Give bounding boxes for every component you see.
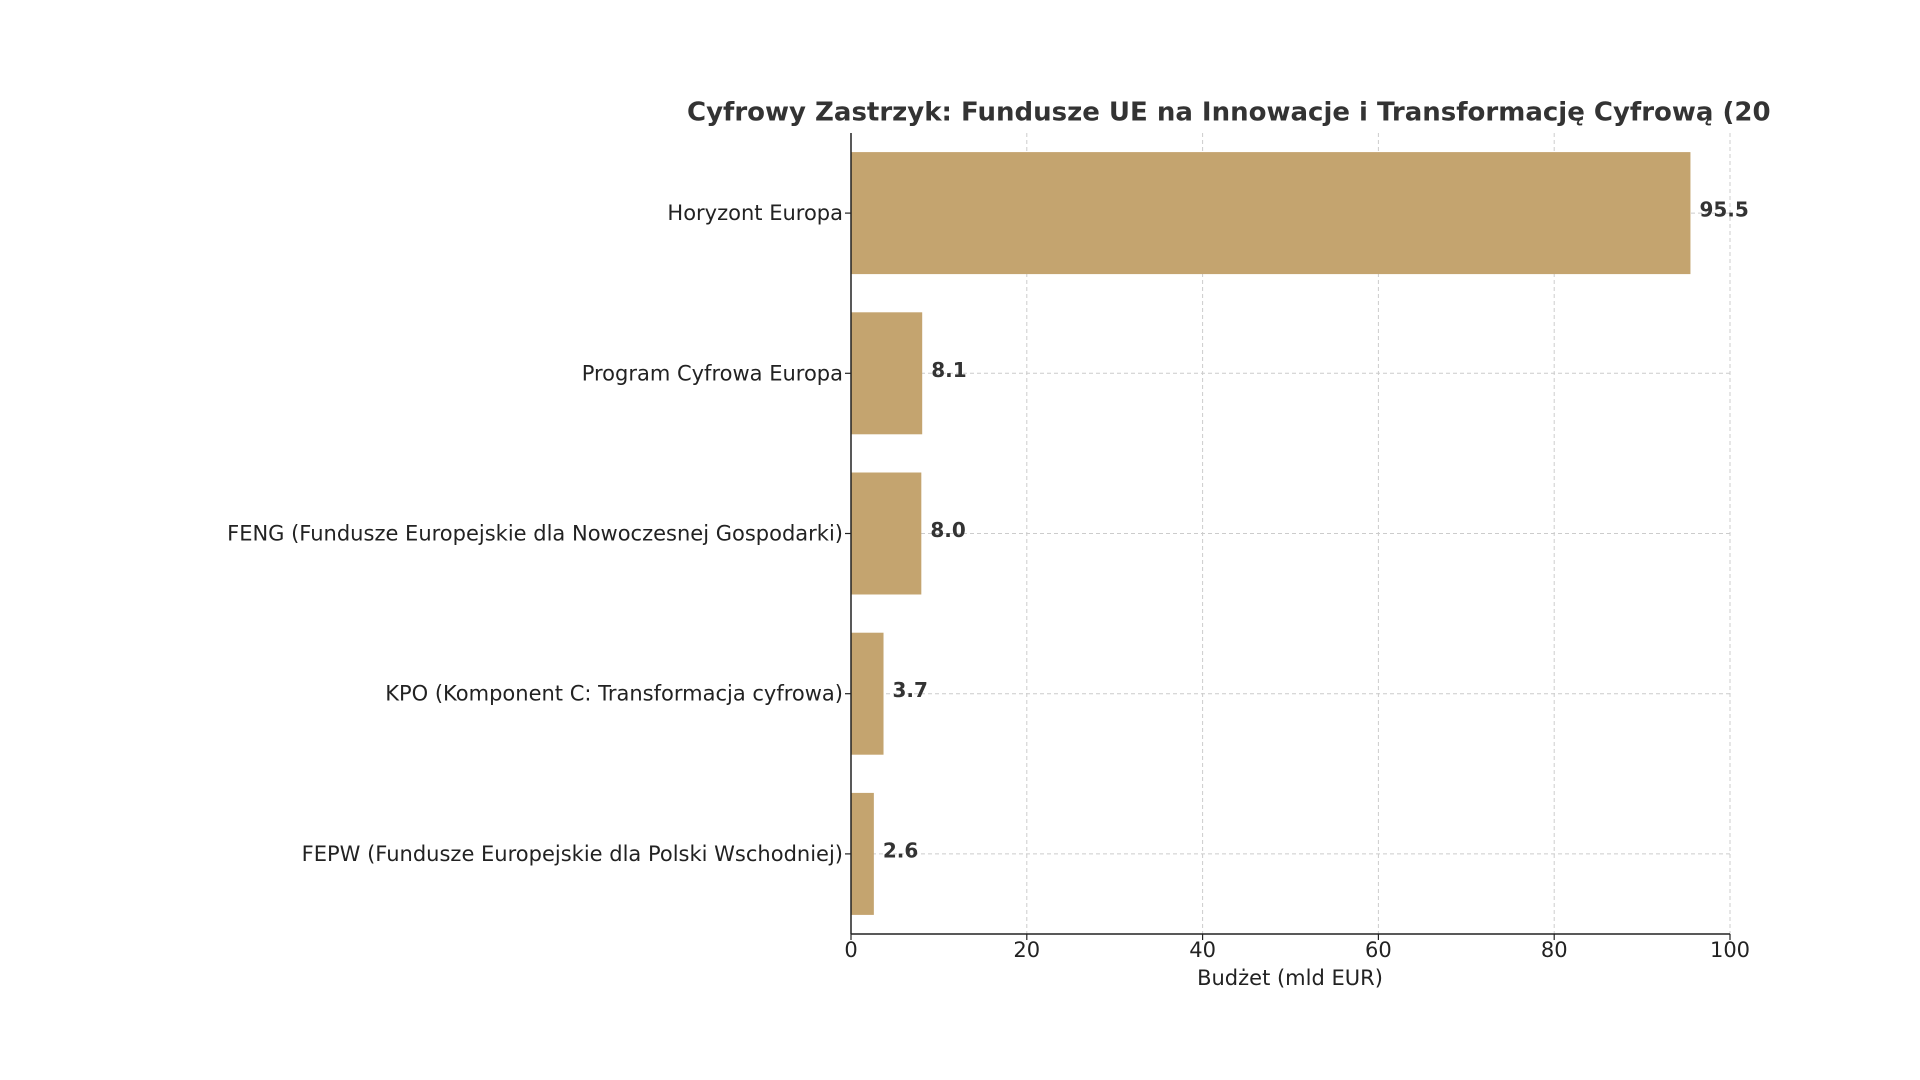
x-tick-label: 80 [1541,938,1568,962]
value-label: 2.6 [883,838,918,862]
y-tick-label: FENG (Fundusze Europejskie dla Nowoczesn… [227,522,843,546]
bar [851,632,884,755]
x-axis-label: Budżet (mld EUR) [1197,966,1383,990]
y-tick-label: FEPW (Fundusze Europejskie dla Polski Ws… [302,842,843,866]
x-tick-label: 60 [1365,938,1392,962]
x-tick-label: 20 [1013,938,1040,962]
bar [851,312,923,435]
y-tick-label: Program Cyfrowa Europa [582,361,843,385]
value-label: 8.0 [930,518,965,542]
value-label: 95.5 [1699,198,1748,222]
y-tick-label: Horyzont Europa [667,201,843,225]
x-tick-label: 40 [1189,938,1216,962]
value-label: 8.1 [931,358,966,382]
chart-title: Cyfrowy Zastrzyk: Fundusze UE na Innowac… [687,98,1789,128]
x-tick-label: 100 [1710,938,1750,962]
bar [851,472,922,595]
bar [851,152,1691,275]
bar [851,792,874,915]
value-label: 3.7 [893,678,928,702]
x-tick-label: 0 [844,938,857,962]
y-tick-label: KPO (Komponent C: Transformacja cyfrowa) [385,682,843,706]
